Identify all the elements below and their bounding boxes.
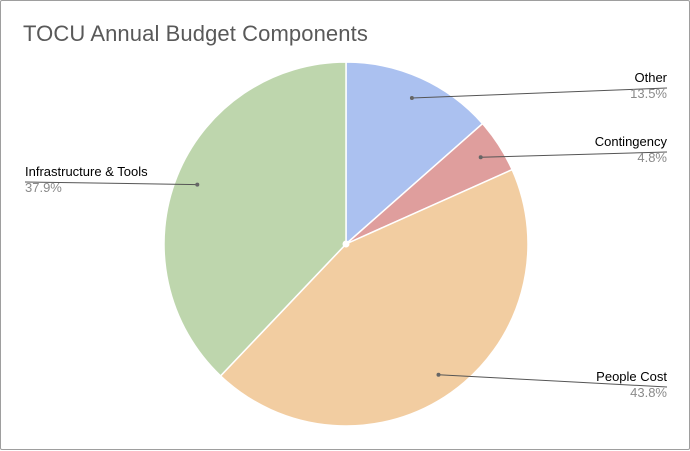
leader-dot-contingency bbox=[478, 155, 483, 160]
slice-percent-infrastructure-tools: 37.9% bbox=[25, 180, 62, 195]
pie-slice-people-cost[interactable] bbox=[219, 168, 529, 427]
slice-label-infrastructure-tools: Infrastructure & Tools bbox=[25, 164, 148, 179]
leader-line-people-cost bbox=[438, 374, 668, 388]
pie-slice-other[interactable] bbox=[345, 61, 484, 246]
chart-title: TOCU Annual Budget Components bbox=[23, 21, 368, 46]
slice-percent-contingency: 4.8% bbox=[637, 150, 667, 165]
leader-line-other bbox=[411, 87, 668, 99]
slice-label-people-cost: People Cost bbox=[596, 369, 667, 384]
leader-dot-people-cost bbox=[436, 372, 441, 377]
slice-percent-people-cost: 43.8% bbox=[630, 385, 667, 400]
pie-slice-infrastructure-tools[interactable] bbox=[163, 61, 347, 377]
leader-dot-other bbox=[409, 96, 414, 100]
leader-line-infrastructure-tools bbox=[24, 181, 198, 186]
leader-line-contingency bbox=[480, 151, 668, 158]
slice-percent-other: 13.5% bbox=[630, 86, 667, 101]
pie-slices bbox=[163, 61, 529, 427]
slice-label-other: Other bbox=[634, 70, 667, 85]
slice-label-contingency: Contingency bbox=[595, 134, 668, 149]
pie-center-dot bbox=[342, 240, 350, 248]
leader-dot-infrastructure-tools bbox=[195, 182, 200, 187]
